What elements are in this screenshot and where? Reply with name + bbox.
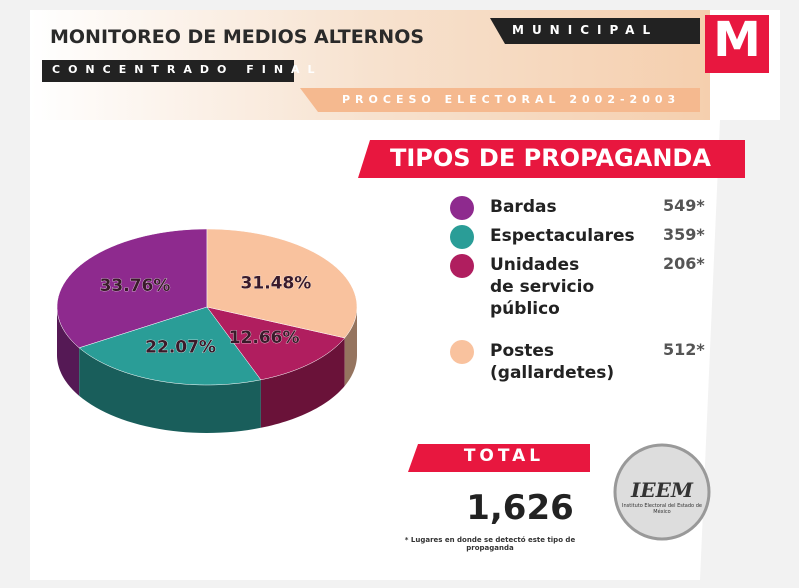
total-label: TOTAL	[463, 446, 545, 466]
pie-sides	[57, 307, 357, 433]
logo-name: IEEM	[631, 478, 693, 502]
legend-label: Postes (gallardetes)	[490, 341, 615, 383]
total-value: 1,626	[466, 488, 574, 528]
pie-side	[79, 347, 261, 433]
level-box	[490, 18, 700, 44]
chart-title-box	[358, 140, 745, 178]
level: MUNICIPAL	[512, 23, 659, 37]
legend-swatch	[450, 225, 474, 249]
subtitle-box	[42, 60, 294, 82]
value-label: 22.07%	[145, 338, 216, 358]
pie-slice	[78, 306, 262, 386]
badge-box	[705, 15, 769, 73]
chart-title: TIPOS DE PROPAGANDA	[390, 144, 711, 172]
logo-circle	[613, 443, 711, 541]
legend-label: Unidades de servicio público	[490, 255, 595, 319]
footnote: * Lugares en donde se detectó este tipo …	[404, 536, 576, 552]
title: MONITOREO DE MEDIOS ALTERNOS	[50, 26, 425, 48]
pie: 33.76% 22.07% 12.66% 31.48%	[56, 228, 358, 433]
process: PROCESO ELECTORAL 2002-2003	[342, 93, 681, 106]
value-label: 31.48%	[241, 273, 312, 293]
pie-slice	[206, 306, 346, 381]
pie-tops: 33.76% 22.07% 12.66% 31.48%	[56, 228, 358, 386]
legend-swatch	[450, 196, 474, 220]
process-box	[300, 88, 700, 112]
pie-side	[344, 307, 357, 386]
legend-swatch	[450, 340, 474, 364]
legend-count: 549*	[663, 196, 705, 215]
pie-side	[57, 307, 80, 396]
legend-swatch	[450, 254, 474, 278]
legend-count: 206*	[663, 254, 705, 273]
badge: M	[713, 12, 761, 68]
logo-caption: Instituto Electoral del Estado de México	[622, 503, 702, 515]
legend-count: 512*	[663, 340, 705, 359]
pie-slice	[56, 228, 208, 349]
value-label: 12.66%	[229, 328, 300, 348]
legend-count: 359*	[663, 225, 705, 244]
value-label: 33.76%	[100, 276, 171, 296]
legend-label: Bardas	[490, 197, 557, 217]
pie-side	[260, 337, 345, 428]
total-box	[408, 444, 590, 472]
legend-label: Espectaculares	[490, 226, 635, 246]
pie-slice	[206, 228, 358, 339]
subtitle: CONCENTRADO FINAL	[52, 63, 323, 76]
